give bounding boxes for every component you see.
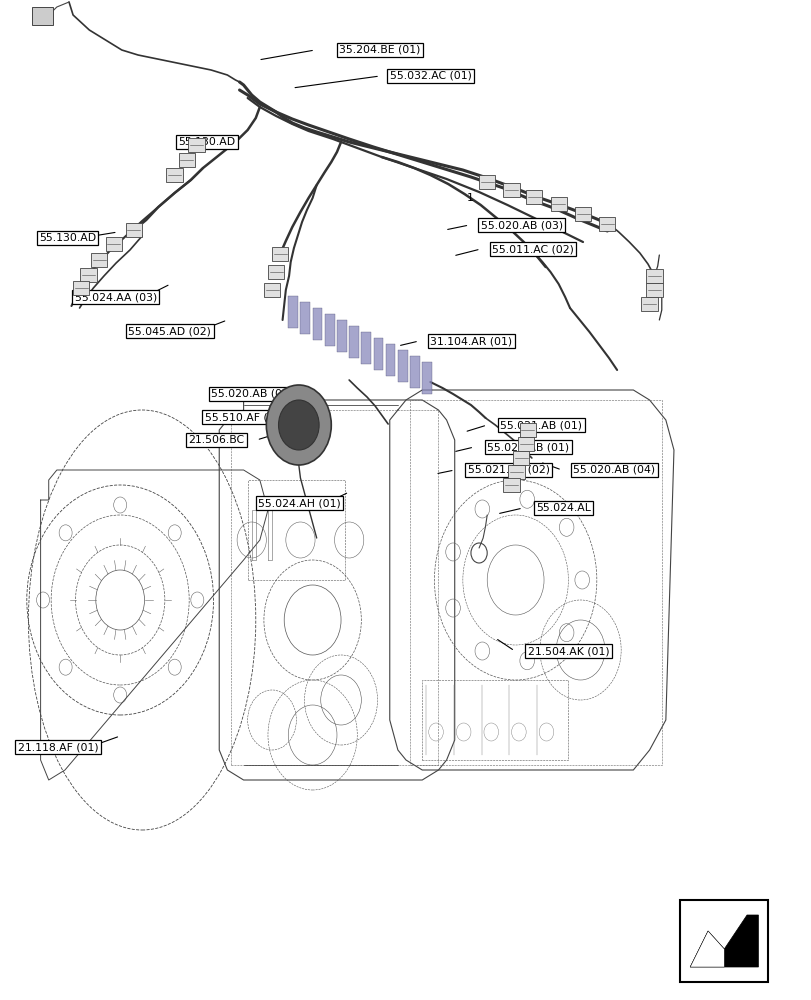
Text: 55.020.AB (02): 55.020.AB (02) [211,389,293,399]
Bar [282,400,315,455]
Text: 55.021.AB (02): 55.021.AB (02) [467,465,549,475]
Bar [247,480,345,580]
Text: 55.020.AB (03): 55.020.AB (03) [480,220,562,230]
Bar [519,423,535,437]
Text: 55.020.AB (01): 55.020.AB (01) [487,442,569,452]
Text: 55.021.AB (01): 55.021.AB (01) [500,420,581,430]
Bar [478,175,495,189]
Text: 1: 1 [466,193,473,203]
Bar [312,308,322,340]
Bar [646,269,662,283]
Bar [32,7,53,25]
Bar [513,451,529,465]
Bar [188,138,204,152]
Bar [166,168,182,182]
Bar [91,253,107,267]
Circle shape [266,385,331,465]
Bar [410,356,419,388]
Bar [599,217,615,231]
Text: 21.506.BC: 21.506.BC [188,435,244,445]
Bar [503,183,519,197]
Text: 55.130.AD: 55.130.AD [178,137,235,147]
Bar [73,281,89,295]
Text: 55.510.AF (01): 55.510.AF (01) [204,412,285,422]
Bar [641,297,657,311]
Text: 55.011.AC (02): 55.011.AC (02) [491,244,573,254]
Bar [373,338,383,370]
Bar [397,350,407,382]
Polygon shape [689,915,757,967]
Text: 55.020.AB (04): 55.020.AB (04) [573,465,654,475]
Bar [264,283,280,297]
Bar [526,190,542,204]
Bar [324,314,334,346]
Polygon shape [689,931,723,967]
Bar [680,900,767,982]
Text: 55.024.AH (01): 55.024.AH (01) [258,498,341,508]
Bar [550,197,566,211]
Bar [410,400,661,765]
Bar [105,237,122,251]
Text: 21.118.AF (01): 21.118.AF (01) [18,742,98,752]
Bar [126,223,142,237]
Bar [231,410,438,765]
Bar [349,326,358,358]
Bar [574,207,590,221]
Bar [268,265,284,279]
Text: 31.104.AR (01): 31.104.AR (01) [430,336,512,346]
Circle shape [278,400,319,450]
Bar [361,332,371,364]
Text: 35.204.BE (01): 35.204.BE (01) [339,45,420,55]
Bar [646,283,662,297]
Text: 55.024.AL: 55.024.AL [535,503,590,513]
Bar [178,153,195,167]
Text: 55.024.AA (03): 55.024.AA (03) [75,292,157,302]
Bar [272,247,288,261]
Text: 55.032.AC (01): 55.032.AC (01) [389,71,471,81]
Bar [422,680,568,760]
Bar [288,296,298,328]
Bar [422,362,431,394]
Bar [508,465,524,479]
Text: 55.130.AD: 55.130.AD [39,233,96,243]
Bar [503,478,519,492]
Bar [517,437,534,451]
Text: 21.504.AK (01): 21.504.AK (01) [527,646,609,656]
Bar [300,302,310,334]
Bar [385,344,395,376]
Text: 55.045.AD (02): 55.045.AD (02) [128,326,211,336]
Bar [80,268,97,282]
Bar [337,320,346,352]
